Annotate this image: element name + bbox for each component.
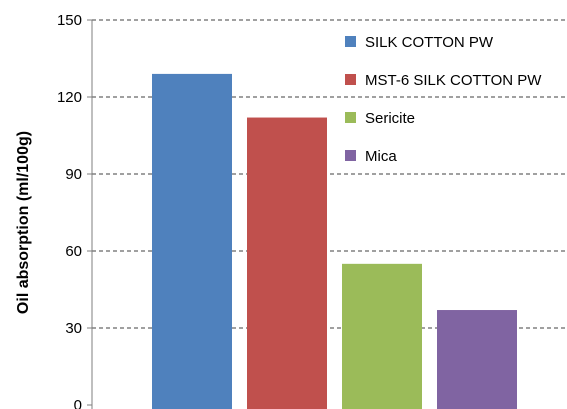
legend-swatch [345,150,356,161]
legend-swatch [345,74,356,85]
legend-label: SILK COTTON PW [365,34,494,51]
y-tick-label: 120 [57,89,82,106]
bars [152,73,517,409]
legend: SILK COTTON PW MST-6 SILK COTTON PW Serici… [345,34,542,165]
bar-mst-6-silk-cotton-pw [247,117,327,409]
legend-swatch [345,112,356,123]
y-tick-label: 150 [57,12,82,29]
legend-swatch [345,36,356,47]
y-tick-labels: 0 30 60 90 120 150 [57,12,82,409]
bar-mica [437,310,517,409]
y-axis-title: Oil absorption (ml/100g) [15,131,32,314]
bar-silk-cotton-pw [152,73,232,409]
y-tick-label: 0 [74,397,82,409]
y-tick-label: 90 [65,166,82,183]
legend-label: MST-6 SILK COTTON PW [365,72,542,89]
y-tick-label: 30 [65,320,82,337]
legend-label: Sericite [365,110,415,127]
y-tick-label: 60 [65,243,82,260]
legend-label: Mica [365,148,397,165]
bar-sericite [342,263,422,409]
